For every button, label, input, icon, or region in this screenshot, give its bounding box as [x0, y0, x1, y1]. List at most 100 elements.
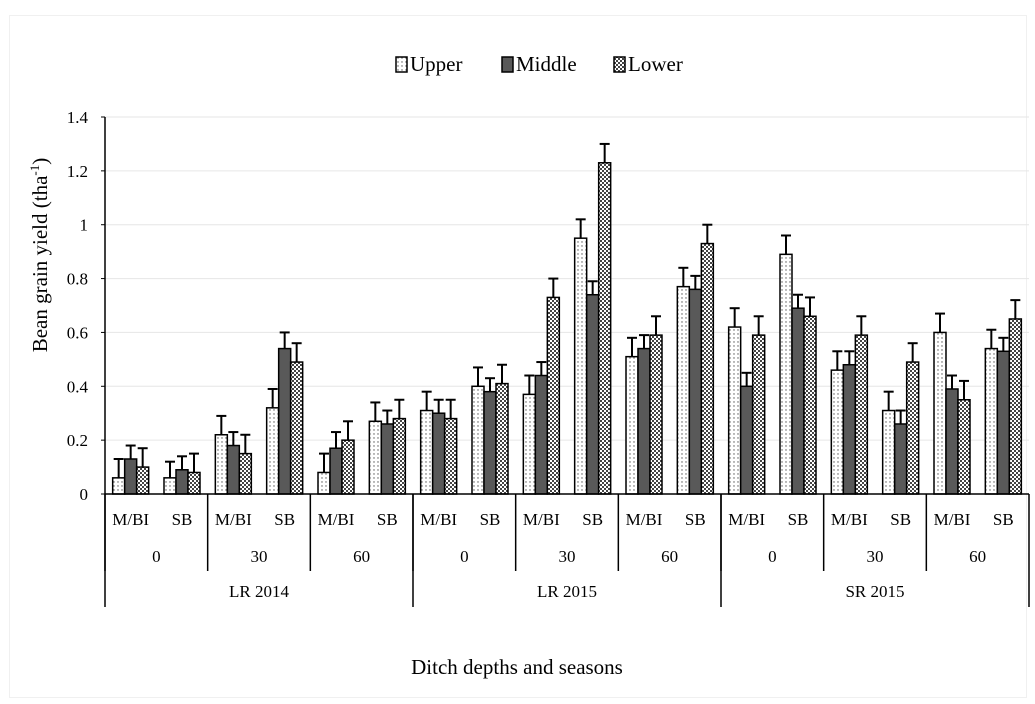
bar-upper	[471, 385, 485, 495]
bar-middle	[329, 447, 343, 495]
bar-lower	[289, 361, 304, 495]
bar-middle	[637, 347, 651, 495]
chart-frame	[9, 15, 1027, 698]
bar-middle	[791, 307, 805, 495]
bar-upper	[214, 434, 229, 495]
x-depth-label: 60	[353, 547, 370, 566]
bar-lower	[854, 334, 869, 495]
bar-middle	[945, 388, 959, 495]
bar-middle	[277, 347, 292, 495]
bar-lower	[238, 452, 253, 495]
x-season-label: LR 2014	[229, 582, 289, 601]
x-depth-label: 60	[661, 547, 678, 566]
bar-middle	[431, 412, 446, 495]
bar-upper	[881, 409, 896, 495]
legend-swatch-upper	[395, 56, 408, 73]
bar-middle	[380, 423, 395, 495]
bar-middle	[996, 350, 1011, 495]
x-method-label: M/BI	[831, 510, 868, 529]
bar-upper	[676, 285, 691, 495]
bar-middle	[534, 374, 549, 495]
x-category-labels: M/BI SB M/BI SB M/BI SB M/BI SB M/BI SB M/BI SB M/BI…	[112, 510, 1013, 601]
x-method-label: M/BI	[728, 510, 765, 529]
bar-lower	[1008, 318, 1023, 495]
x-method-label: SB	[377, 510, 398, 529]
x-depth-label: 0	[768, 547, 777, 566]
bar-upper	[368, 420, 383, 495]
x-depth-label: 0	[152, 547, 161, 566]
bar-upper	[522, 393, 537, 495]
x-method-label: M/BI	[420, 510, 457, 529]
legend-swatch-middle	[501, 56, 514, 73]
legend-swatch-lower	[613, 56, 626, 73]
bars-layer	[111, 162, 1023, 495]
bar-middle	[893, 423, 908, 495]
bar-upper	[317, 471, 331, 495]
bar-lower	[187, 471, 201, 495]
y-tick-label: 1.2	[67, 162, 88, 181]
bar-lower	[957, 399, 971, 495]
bar-lower	[803, 315, 817, 495]
x-depth-label: 30	[559, 547, 576, 566]
y-tick-label: 0	[80, 485, 89, 504]
bar-upper	[265, 407, 280, 495]
bar-upper	[727, 326, 742, 495]
legend-label-middle: Middle	[516, 52, 577, 76]
y-tick-label: 0.2	[67, 431, 88, 450]
bar-lower	[751, 334, 766, 495]
x-depth-label: 60	[969, 547, 986, 566]
x-method-label: M/BI	[112, 510, 149, 529]
bar-upper	[625, 355, 639, 495]
bar-lower	[135, 466, 150, 495]
bar-lower	[443, 417, 458, 495]
x-method-label: SB	[274, 510, 295, 529]
x-depth-label: 30	[251, 547, 268, 566]
bar-upper	[779, 253, 793, 495]
x-season-label: SR 2015	[845, 582, 904, 601]
bar-middle	[175, 469, 189, 495]
x-method-label: SB	[788, 510, 809, 529]
x-depth-label: 30	[867, 547, 884, 566]
x-method-label: M/BI	[318, 510, 355, 529]
x-method-label: M/BI	[215, 510, 252, 529]
bar-upper	[573, 237, 588, 495]
legend-label-lower: Lower	[628, 52, 683, 76]
bar-lower	[392, 417, 407, 495]
x-axis-title: Ditch depths and seasons	[411, 655, 623, 679]
bar-upper	[419, 409, 434, 495]
bar-upper	[163, 477, 177, 495]
x-depth-label: 0	[460, 547, 469, 566]
bar-lower	[495, 382, 509, 495]
bar-middle	[842, 363, 857, 495]
bar-middle	[123, 458, 138, 495]
legend-label-upper: Upper	[410, 52, 462, 76]
axes-layer	[101, 116, 1030, 607]
bar-lower	[700, 242, 715, 495]
x-season-label: LR 2015	[537, 582, 597, 601]
gridlines	[105, 116, 1029, 441]
x-method-label: M/BI	[934, 510, 971, 529]
y-tick-label: 0.8	[67, 270, 88, 289]
y-tick-label: 0.6	[67, 323, 88, 342]
x-method-label: SB	[172, 510, 193, 529]
x-method-label: M/BI	[626, 510, 663, 529]
bar-middle	[739, 385, 754, 495]
y-tick-label: 1.4	[67, 108, 89, 127]
bar-upper	[830, 369, 845, 495]
bar-middle	[585, 293, 600, 495]
error-bars-layer	[113, 142, 1021, 478]
y-tick-label: 1	[80, 216, 89, 235]
bar-lower	[546, 296, 561, 495]
bar-lower	[905, 361, 920, 495]
x-method-label: SB	[685, 510, 706, 529]
x-method-label: SB	[480, 510, 501, 529]
y-tick-labels: 0 0.2 0.4 0.6 0.8 1 1.2 1.4	[67, 108, 89, 504]
x-method-label: SB	[582, 510, 603, 529]
bar-lower	[649, 334, 663, 495]
x-method-label: SB	[890, 510, 911, 529]
bar-lower	[341, 439, 355, 495]
bar-upper	[984, 347, 999, 495]
y-tick-label: 0.4	[67, 377, 89, 396]
bar-upper	[111, 477, 126, 495]
